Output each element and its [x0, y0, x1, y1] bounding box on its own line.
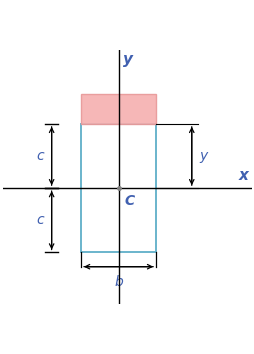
- Text: y: y: [123, 52, 133, 68]
- Text: y: y: [198, 149, 207, 163]
- Text: C: C: [124, 194, 134, 209]
- Text: b: b: [114, 275, 122, 289]
- Bar: [81, 124, 155, 252]
- Text: x: x: [238, 168, 248, 183]
- Bar: [81, 95, 155, 124]
- Text: c: c: [36, 213, 44, 227]
- Text: c: c: [36, 149, 44, 163]
